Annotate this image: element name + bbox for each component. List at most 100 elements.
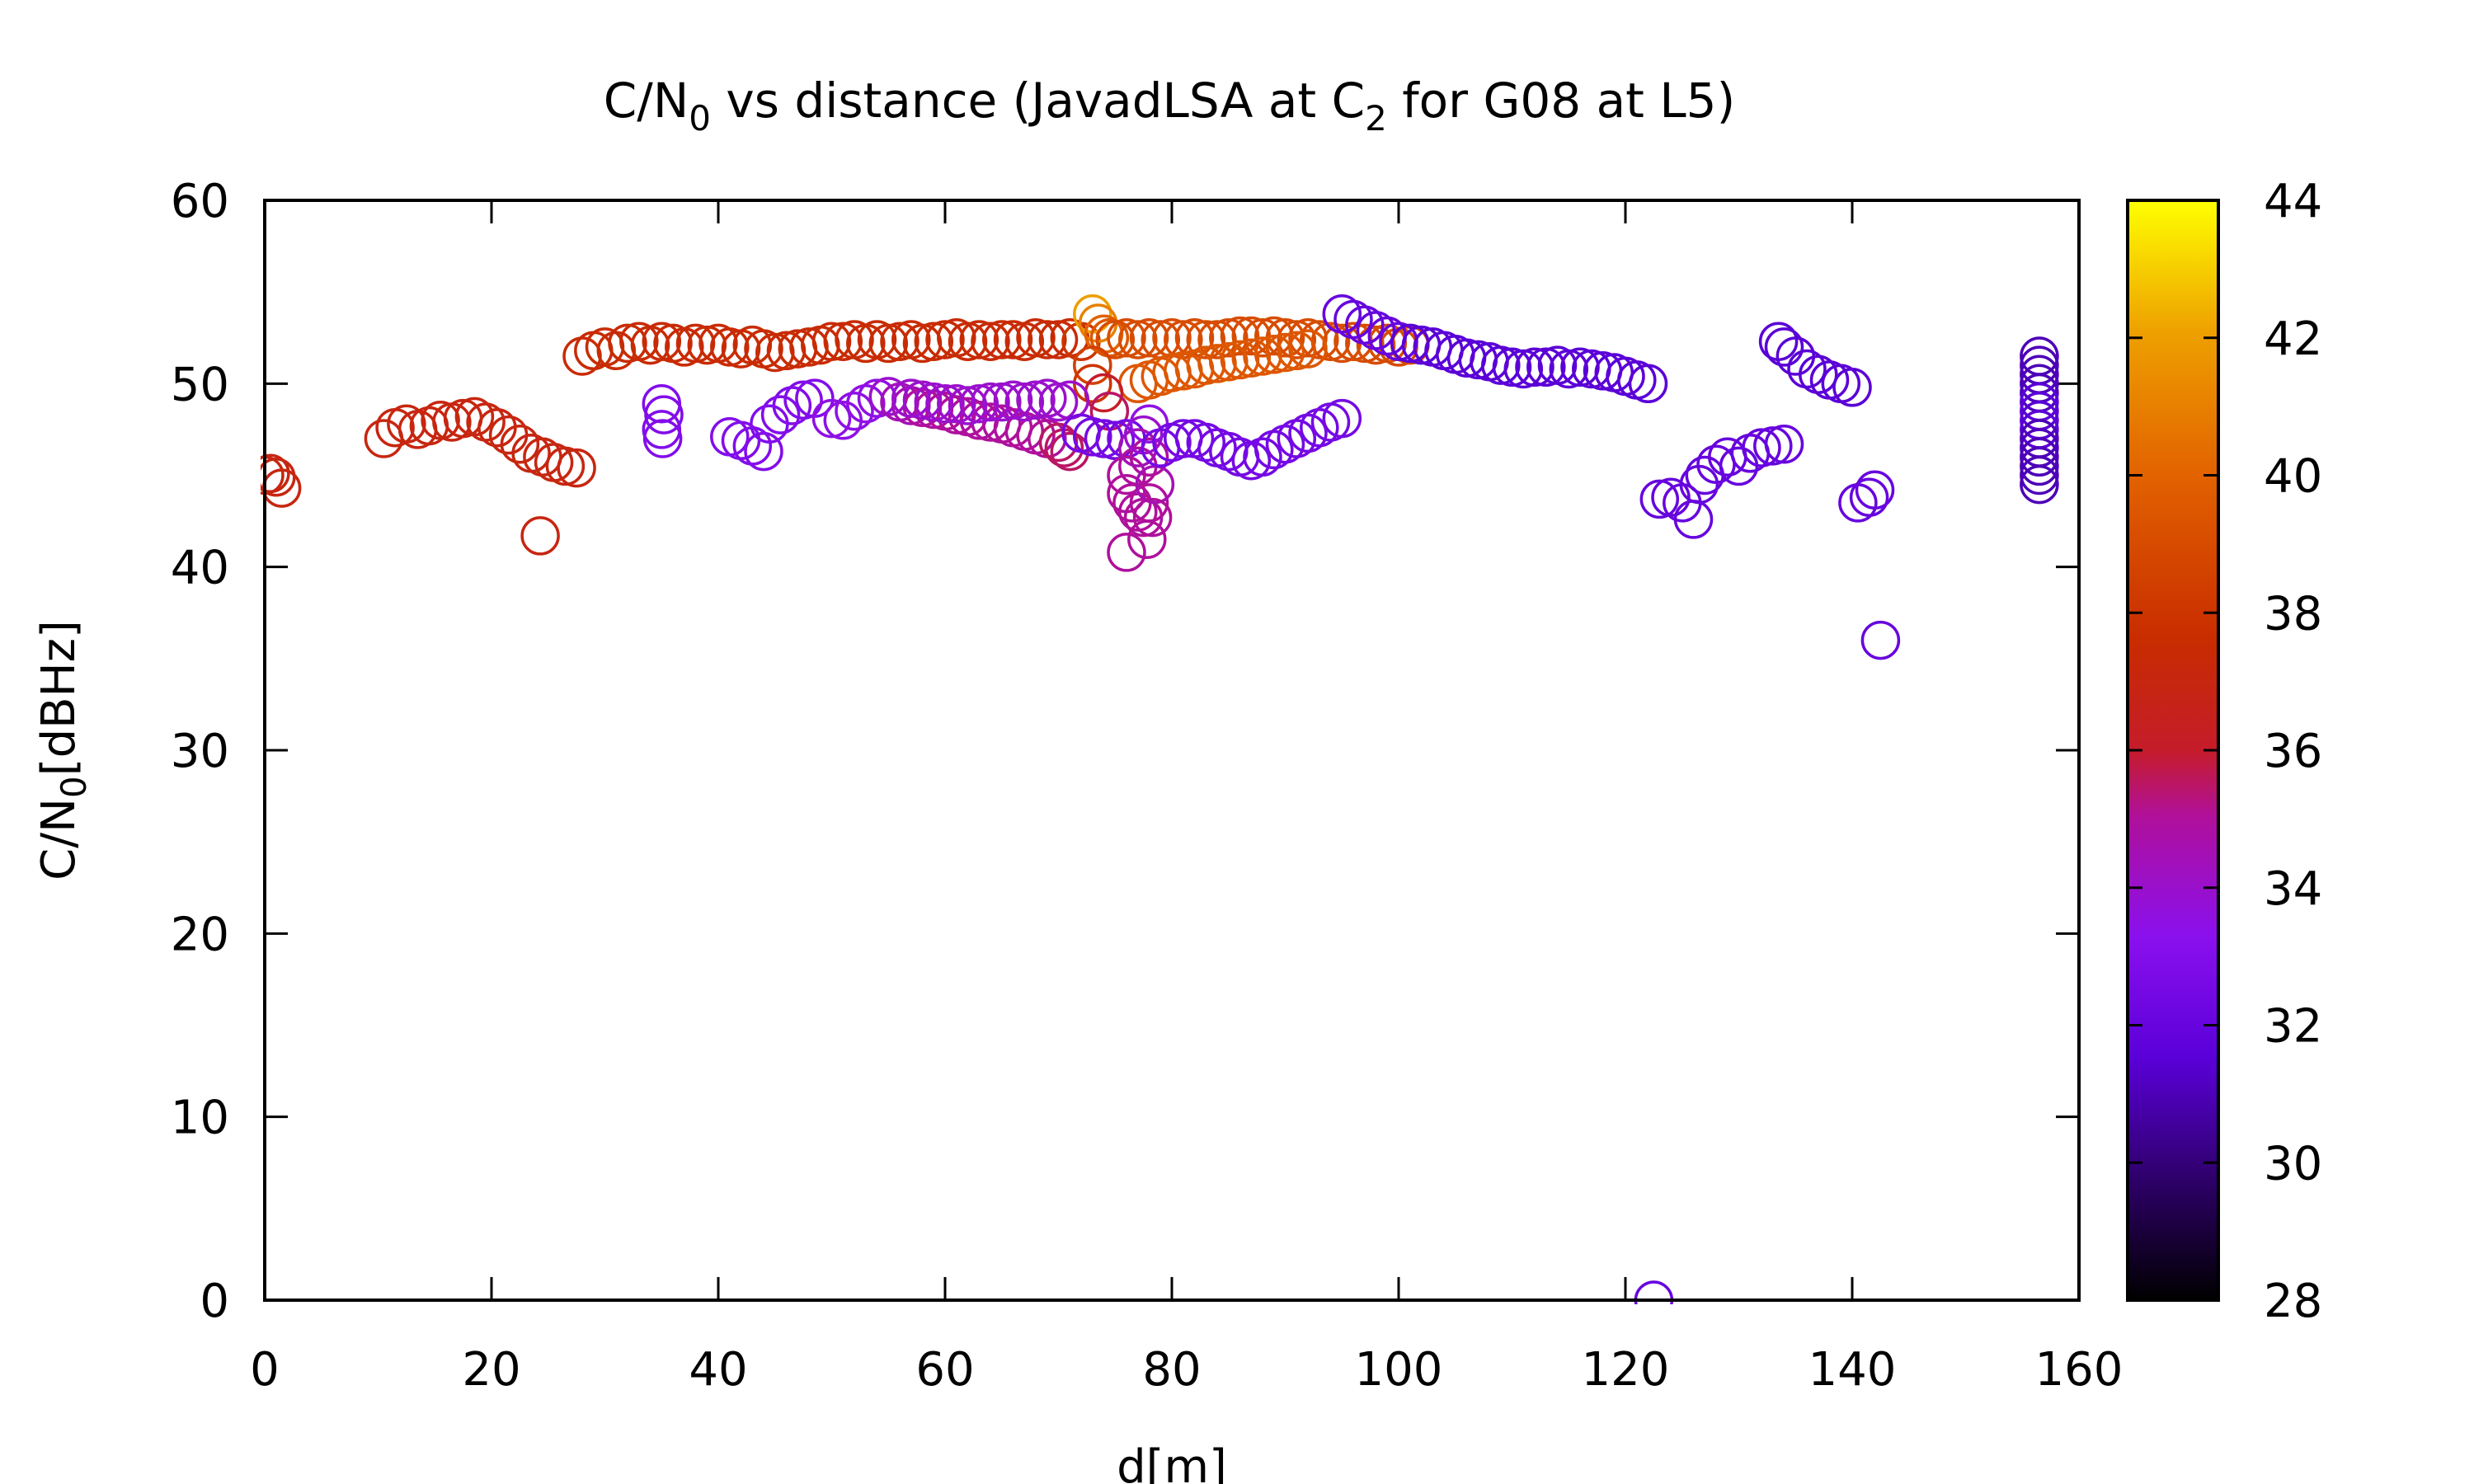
data-point (534, 443, 574, 482)
data-point (1742, 428, 1781, 467)
data-point (959, 384, 999, 424)
colorbar-tick-label: 44 (2264, 175, 2322, 228)
colorbar-tick-label: 34 (2264, 862, 2322, 916)
data-point (642, 322, 682, 361)
data-point (1300, 320, 1339, 359)
data-point (783, 380, 823, 420)
data-point (868, 323, 909, 364)
x-tick-label: 40 (689, 1343, 747, 1397)
data-point (1016, 380, 1056, 420)
data-point (421, 401, 460, 440)
data-point (902, 380, 943, 420)
data-point (1628, 364, 1668, 404)
data-point (261, 453, 290, 494)
data-point (1004, 382, 1045, 422)
data-point (1673, 500, 1714, 539)
y-axis-label: C/N0[dBHz] (32, 620, 94, 881)
data-point (1038, 382, 1079, 422)
data-point (937, 384, 976, 424)
data-point (1617, 360, 1657, 400)
data-point (1129, 318, 1169, 358)
colorbar-tick-label: 28 (2264, 1275, 2322, 1328)
data-point (2020, 446, 2059, 486)
colorbar-tick-label: 38 (2264, 587, 2322, 641)
data-point (993, 380, 1033, 420)
data-point (511, 434, 551, 473)
data-point (1821, 364, 1861, 404)
data-point (880, 322, 920, 361)
colorbar-tick-label: 42 (2264, 312, 2322, 366)
data-point (500, 424, 540, 464)
x-tick-label: 80 (1142, 1343, 1201, 1397)
data-point (914, 382, 954, 422)
data-point (2020, 437, 2059, 477)
data-point (1832, 368, 1872, 407)
data-point (823, 322, 863, 361)
data-point (1209, 318, 1249, 358)
data-point (755, 332, 795, 373)
data-point (744, 431, 783, 472)
data-point (1265, 332, 1305, 373)
data-point (596, 331, 637, 371)
data-point (1526, 347, 1566, 387)
data-point (1132, 497, 1173, 538)
data-point (1127, 519, 1167, 560)
data-point (1809, 360, 1850, 400)
data-point (1424, 331, 1464, 371)
data-point (1107, 533, 1146, 572)
y-tick-label: 50 (171, 358, 229, 411)
data-point (1436, 335, 1475, 374)
data-point (557, 448, 596, 488)
data-point (1197, 428, 1237, 467)
data-point (1028, 320, 1067, 359)
data-point (1639, 479, 1680, 519)
data-point (925, 320, 965, 359)
data-point (1606, 356, 1645, 397)
data-point (1141, 356, 1181, 397)
data-point (1481, 345, 1521, 385)
data-point (1095, 320, 1136, 359)
data-point (914, 322, 954, 361)
data-point (1503, 349, 1544, 389)
data-point (811, 322, 852, 361)
data-point (1849, 477, 1889, 517)
data-point (959, 320, 999, 359)
y-tick-label: 0 (200, 1275, 229, 1328)
x-tick-label: 120 (1582, 1343, 1670, 1397)
data-point (732, 325, 773, 365)
data-point (1310, 402, 1351, 442)
data-point (982, 382, 1022, 422)
data-point (1685, 455, 1725, 495)
data-point (642, 419, 683, 458)
data-point (835, 391, 874, 431)
x-tick-label: 20 (462, 1343, 520, 1397)
data-point (1345, 323, 1385, 364)
data-point (488, 415, 529, 455)
data-point (574, 331, 614, 371)
y-tick-label: 40 (171, 542, 229, 595)
data-point (846, 323, 886, 364)
data-point (948, 322, 988, 361)
x-tick-label: 100 (1355, 1343, 1443, 1397)
y-tick-label: 30 (171, 725, 229, 778)
data-point (1492, 347, 1532, 387)
x-tick-label: 140 (1808, 1343, 1897, 1397)
data-point (1322, 398, 1362, 439)
x-tick-label: 0 (250, 1343, 280, 1397)
data-point (1231, 440, 1272, 481)
colorbar-tick-label: 32 (2264, 1000, 2322, 1054)
data-point (948, 386, 988, 425)
data-point (760, 395, 801, 434)
y-tick-label: 60 (171, 175, 229, 228)
x-axis-label: d[m] (1117, 1440, 1227, 1484)
colorbar-tick-label: 36 (2264, 725, 2322, 778)
data-point (982, 320, 1022, 359)
colorbar-ticks: 28 30 32 34 36 38 40 42 44 (2128, 175, 2322, 1328)
data-point (710, 417, 750, 457)
data-point (1860, 620, 1901, 660)
y-tick-label: 20 (171, 908, 229, 961)
data-point (1277, 331, 1317, 371)
data-point (993, 320, 1033, 359)
data-point (1277, 320, 1317, 359)
data-point (687, 325, 727, 365)
